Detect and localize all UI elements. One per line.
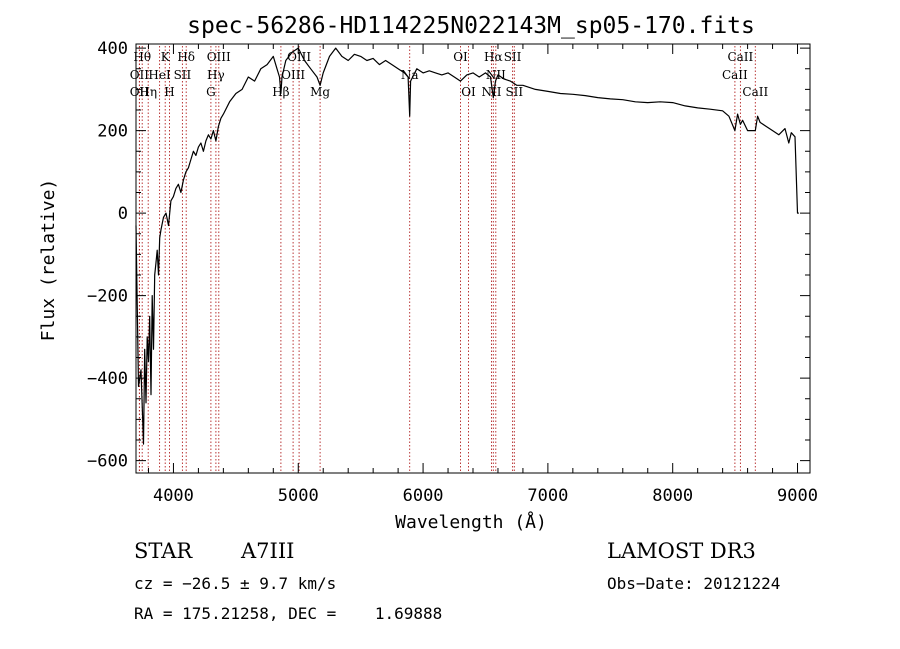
y-axis-label: Flux (relative) <box>38 179 59 342</box>
line-label: Na <box>401 68 419 82</box>
line-label: OI <box>461 85 476 99</box>
line-label: CaII <box>722 68 748 82</box>
line-label: OI <box>453 50 468 64</box>
line-label: K <box>161 50 171 64</box>
line-label: OIII <box>287 50 311 64</box>
x-tick-label: 5000 <box>278 486 319 506</box>
line-label: SII <box>174 68 192 82</box>
spectrum-line <box>135 47 799 445</box>
spectral-class: A7III <box>241 539 295 563</box>
line-label: HeI <box>148 68 171 82</box>
y-tick-label: 0 <box>118 204 128 224</box>
line-label: Hθ <box>133 50 151 64</box>
spectrum-series <box>135 47 799 445</box>
emission-line-markers <box>138 46 756 473</box>
line-label: SII <box>504 50 522 64</box>
chart-title: spec-56286-HD114225N022143M_sp05-170.fit… <box>187 13 755 39</box>
redshift-velocity: cz = −26.5 ± 9.7 km/s <box>134 574 337 593</box>
x-tick-label: 4000 <box>153 486 194 506</box>
line-labels: HθOIIOIIHηHeIKHSIIHδGHγOIIIHβOIIIOIIIMgN… <box>130 50 769 99</box>
line-label: Hγ <box>207 68 225 82</box>
line-label: NII <box>481 85 501 99</box>
line-label: Hη <box>139 85 157 99</box>
x-tick-label: 7000 <box>527 486 568 506</box>
line-label: OIII <box>281 68 305 82</box>
line-label: H <box>164 85 174 99</box>
x-tick-label: 8000 <box>652 486 693 506</box>
line-label: G <box>206 85 216 99</box>
y-tick-label: −600 <box>87 452 128 472</box>
line-label: OII <box>130 85 150 99</box>
line-label: Hδ <box>177 50 195 64</box>
y-tick-label: 400 <box>97 39 128 59</box>
survey-name: LAMOST DR3 <box>607 539 756 563</box>
line-label: OIII <box>207 50 231 64</box>
x-tick-label: 9000 <box>777 486 818 506</box>
x-axis-label: Wavelength (Å) <box>395 511 547 533</box>
plot-frame <box>135 43 811 474</box>
axis-ticks: 4000 5000 6000 7000 8000 9000 −600 −400 −200 0 200… <box>87 39 818 506</box>
y-tick-label: 200 <box>97 122 128 142</box>
line-label: Hβ <box>272 85 289 99</box>
line-label: CaII <box>742 85 768 99</box>
line-label: CaII <box>727 50 753 64</box>
line-label: Mg <box>310 85 330 99</box>
object-type: STAR <box>134 539 193 563</box>
observation-date: Obs−Date: 20121224 <box>607 574 781 593</box>
line-label: NII <box>486 68 506 82</box>
y-tick-label: −400 <box>87 369 128 389</box>
line-label: OII <box>130 68 150 82</box>
y-tick-label: −200 <box>87 287 128 307</box>
line-label: Hα <box>484 50 503 64</box>
coordinates: RA = 175.21258, DEC = 1.69888 <box>134 604 443 623</box>
x-tick-label: 6000 <box>403 486 444 506</box>
line-label: SII <box>505 85 523 99</box>
